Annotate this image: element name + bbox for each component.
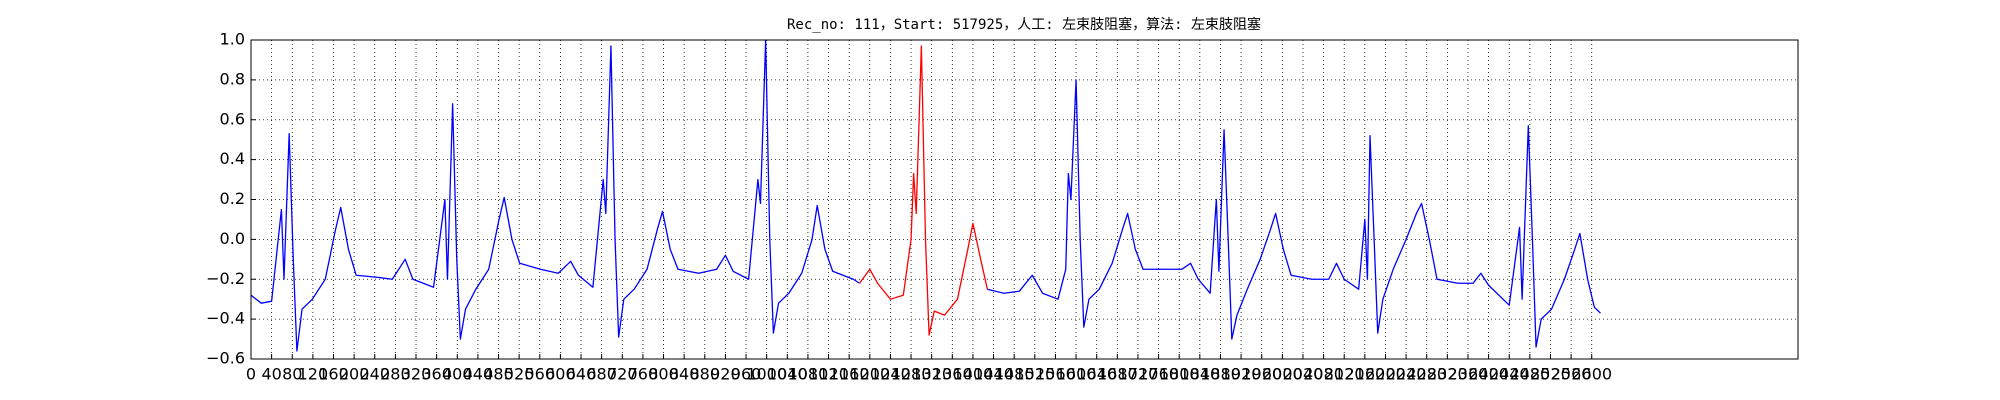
x-tick-label: 760	[628, 365, 659, 384]
series-line	[250, 39, 860, 352]
x-tick-label: 2040	[1283, 365, 1324, 384]
y-tick-label: −0.6	[206, 349, 245, 368]
x-tick-label: 2200	[1365, 365, 1406, 384]
x-tick-label: 1800	[1159, 365, 1200, 384]
x-tick-label: 480	[483, 365, 514, 384]
x-tick-label: 1720	[1118, 365, 1159, 384]
x-tick-label: 1280	[891, 365, 932, 384]
x-tick-label: 160	[318, 365, 349, 384]
series-line	[858, 45, 989, 336]
x-tick-label: 320	[401, 365, 432, 384]
y-tick-label: 0.0	[220, 229, 245, 248]
x-tick-label: 1040	[767, 365, 808, 384]
x-tick-label: 2160	[1344, 365, 1385, 384]
x-tick-label: 920	[710, 365, 741, 384]
x-tick-label: 840	[669, 365, 700, 384]
x-tick-label: 520	[504, 365, 535, 384]
x-tick-label: 120	[298, 365, 329, 384]
series-line	[987, 79, 1601, 348]
x-tick-label: 1160	[829, 365, 870, 384]
x-tick-label: 640	[566, 365, 597, 384]
x-tick-label: 1640	[1076, 365, 1117, 384]
x-tick-label: 960	[731, 365, 762, 384]
x-tick-label: 2480	[1509, 365, 1550, 384]
x-tick-label: 2240	[1386, 365, 1427, 384]
x-tick-label: 1600	[1056, 365, 1097, 384]
x-tick-label: 1080	[788, 365, 829, 384]
x-tick-label: 1240	[870, 365, 911, 384]
x-tick-label: 1400	[953, 365, 994, 384]
x-tick-label: 200	[339, 365, 370, 384]
x-tick-label: 720	[607, 365, 638, 384]
x-tick-label: 2400	[1468, 365, 1509, 384]
x-tick-label: 40	[261, 365, 281, 384]
x-tick-label: 2440	[1489, 365, 1530, 384]
x-tick-label: 0	[246, 365, 256, 384]
x-tick-label: 2360	[1448, 365, 1489, 384]
x-tick-label: 2560	[1551, 365, 1592, 384]
x-tick-label: 1120	[808, 365, 849, 384]
x-tick-label: 560	[524, 365, 555, 384]
y-tick-label: 0.8	[220, 69, 245, 88]
x-tick-label: 680	[586, 365, 617, 384]
x-tick-label: 2280	[1406, 365, 1447, 384]
y-tick-label: 0.2	[220, 189, 245, 208]
x-tick-label: 1560	[1035, 365, 1076, 384]
y-tick-label: 0.4	[220, 149, 245, 168]
x-tick-label: 1000	[746, 365, 787, 384]
x-tick-label: 2080	[1303, 365, 1344, 384]
y-tick-label: 0.6	[220, 109, 245, 128]
x-tick-label: 360	[421, 365, 452, 384]
x-tick-label: 1440	[973, 365, 1014, 384]
x-tick-label: 1320	[911, 365, 952, 384]
x-tick-label: 800	[648, 365, 679, 384]
chart-title: Rec_no: 111，Start: 517925，人工: 左束肢阻塞，算法: …	[787, 16, 1261, 33]
x-tick-label: 240	[359, 365, 390, 384]
x-tick-label: 1920	[1221, 365, 1262, 384]
x-tick-label: 880	[690, 365, 721, 384]
x-tick-label: 1880	[1200, 365, 1241, 384]
x-tick-label: 1360	[932, 365, 973, 384]
x-tick-label: 1480	[994, 365, 1035, 384]
x-tick-label: 2520	[1530, 365, 1571, 384]
y-tick-label: −0.4	[206, 309, 245, 328]
x-tick-label: 2320	[1427, 365, 1468, 384]
x-tick-label: 1840	[1179, 365, 1220, 384]
x-tick-label: 280	[380, 365, 411, 384]
x-tick-label: 1520	[1014, 365, 1055, 384]
x-tick-label: 440	[463, 365, 494, 384]
y-tick-label: −0.2	[206, 269, 245, 288]
y-tick-label: 1.0	[220, 30, 245, 49]
x-tick-label: 1680	[1097, 365, 1138, 384]
x-tick-label: 1760	[1138, 365, 1179, 384]
x-tick-label: 2000	[1262, 365, 1303, 384]
x-tick-label: 600	[545, 365, 576, 384]
x-tick-label: 1960	[1241, 365, 1282, 384]
x-tick-label: 80	[282, 365, 302, 384]
x-tick-label: 2120	[1324, 365, 1365, 384]
plot-frame	[250, 39, 1799, 360]
x-tick-label: 1200	[849, 365, 890, 384]
x-tick-label: 2600	[1571, 365, 1612, 384]
x-tick-label: 400	[442, 365, 473, 384]
